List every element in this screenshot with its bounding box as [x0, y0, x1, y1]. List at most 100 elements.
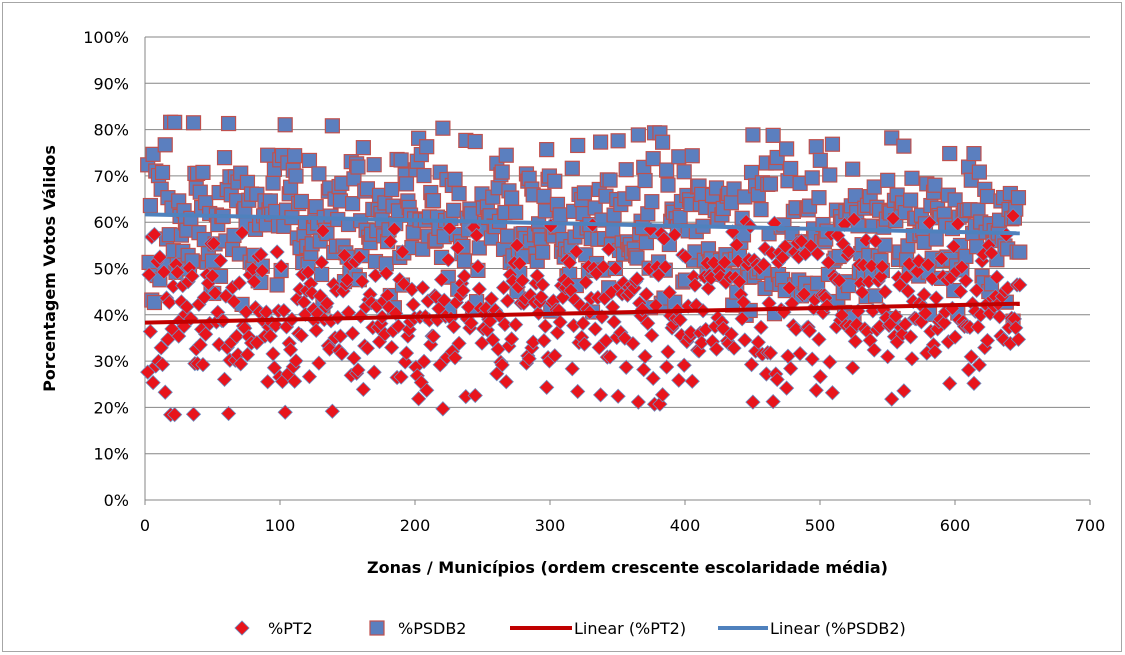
- legend-item-pt2: %PT2: [234, 619, 313, 638]
- pt2-point: [268, 317, 284, 334]
- psdb2-point: [504, 190, 520, 206]
- pt2-point: [440, 252, 456, 268]
- x-tick-label: 700: [1075, 516, 1106, 535]
- psdb2-point: [287, 148, 303, 164]
- psdb2-point: [942, 145, 958, 162]
- pt2-point: [229, 328, 245, 344]
- pt2-point: [386, 221, 403, 237]
- pt2-point: [831, 272, 847, 289]
- pt2-point: [629, 271, 645, 287]
- pt2-point: [354, 273, 370, 289]
- pt2-point: [969, 282, 985, 298]
- psdb2-point: [779, 141, 795, 157]
- psdb2-point: [765, 127, 781, 143]
- pt2-point: [497, 316, 513, 333]
- pt2-point: [660, 344, 676, 360]
- pt2-point: [467, 387, 483, 404]
- pt2-point: [950, 216, 966, 232]
- pt2-point: [587, 321, 603, 337]
- pt2-point: [667, 227, 683, 243]
- pt2-point: [812, 369, 828, 385]
- pt2-point: [142, 323, 159, 340]
- psdb2-point: [884, 130, 900, 146]
- pt2-point: [216, 371, 233, 387]
- psdb2-point: [671, 149, 687, 165]
- psdb2-point: [142, 197, 158, 214]
- psdb2-point: [684, 148, 700, 164]
- x-tick-label: 200: [400, 516, 431, 535]
- pt2-point: [694, 334, 710, 351]
- psdb2-point: [301, 152, 318, 169]
- pt2-point: [509, 237, 525, 253]
- psdb2-point: [384, 181, 400, 198]
- series-pt2-points: [140, 208, 1028, 423]
- pt2-point: [677, 249, 694, 265]
- psdb2-point: [610, 133, 626, 149]
- y-tick-label: 50%: [93, 260, 129, 279]
- pt2-point: [303, 275, 319, 292]
- pt2-point: [745, 394, 761, 410]
- psdb2-point: [547, 173, 563, 189]
- pt2-point: [979, 332, 996, 349]
- pt2-point: [552, 314, 568, 330]
- pt2-point: [921, 215, 938, 231]
- pt2-point: [258, 304, 274, 320]
- pt2-point: [595, 259, 611, 275]
- psdb2-point: [723, 195, 739, 211]
- pt2-point: [539, 379, 555, 396]
- pt2-point: [644, 327, 660, 343]
- x-tick-label: 0: [140, 516, 150, 535]
- psdb2-point: [288, 168, 304, 184]
- pt2-point: [645, 370, 661, 386]
- pt2-point: [405, 297, 421, 313]
- pt2-point: [942, 375, 958, 392]
- psdb2-point: [311, 166, 327, 182]
- pt2-point: [286, 373, 303, 389]
- pt2-point: [592, 387, 609, 403]
- pt2-point: [441, 220, 458, 236]
- pt2-point: [207, 285, 223, 301]
- pt2-point: [765, 394, 781, 410]
- pt2-point: [483, 291, 500, 307]
- psdb2-point: [146, 294, 163, 311]
- y-tick-label: 30%: [93, 352, 129, 371]
- pt2-point: [809, 246, 826, 262]
- pt2-point: [756, 256, 772, 273]
- pt2-point: [570, 383, 586, 400]
- pt2-point: [398, 345, 415, 361]
- psdb2-point: [637, 172, 653, 189]
- legend-square-icon: [369, 620, 385, 636]
- pt2-point: [355, 381, 372, 397]
- legend-label-linear-pt2: Linear (%PT2): [574, 619, 686, 638]
- pt2-point: [871, 319, 888, 335]
- pt2-point: [575, 315, 591, 332]
- pt2-point: [185, 406, 202, 422]
- psdb2-point: [745, 127, 761, 143]
- psdb2-point: [592, 134, 609, 150]
- psdb2-point: [154, 164, 171, 181]
- psdb2-point: [659, 162, 675, 178]
- pt2-point: [618, 359, 634, 375]
- pt2-point: [610, 388, 626, 404]
- pt2-point: [446, 319, 462, 335]
- psdb2-point: [498, 147, 514, 163]
- pt2-point: [184, 268, 200, 284]
- legend-label-pt2: %PT2: [268, 619, 313, 638]
- pt2-point: [169, 264, 185, 281]
- psdb2-point: [979, 188, 996, 205]
- pt2-point: [947, 329, 963, 345]
- y-tick-label: 100%: [83, 28, 129, 47]
- x-tick-labels: 0 100 200 300 400 500 600 700: [140, 500, 1105, 535]
- pt2-point: [167, 406, 183, 423]
- pt2-point: [866, 342, 882, 358]
- psdb2-point: [536, 188, 552, 204]
- psdb2-point: [928, 231, 944, 247]
- psdb2-point: [425, 193, 442, 209]
- psdb2-point: [435, 120, 451, 136]
- pt2-point: [824, 385, 841, 401]
- pt2-point: [854, 284, 870, 300]
- pt2-point: [419, 382, 435, 398]
- pt2-point: [152, 249, 168, 265]
- pt2-point: [703, 270, 719, 286]
- pt2-point: [946, 238, 962, 255]
